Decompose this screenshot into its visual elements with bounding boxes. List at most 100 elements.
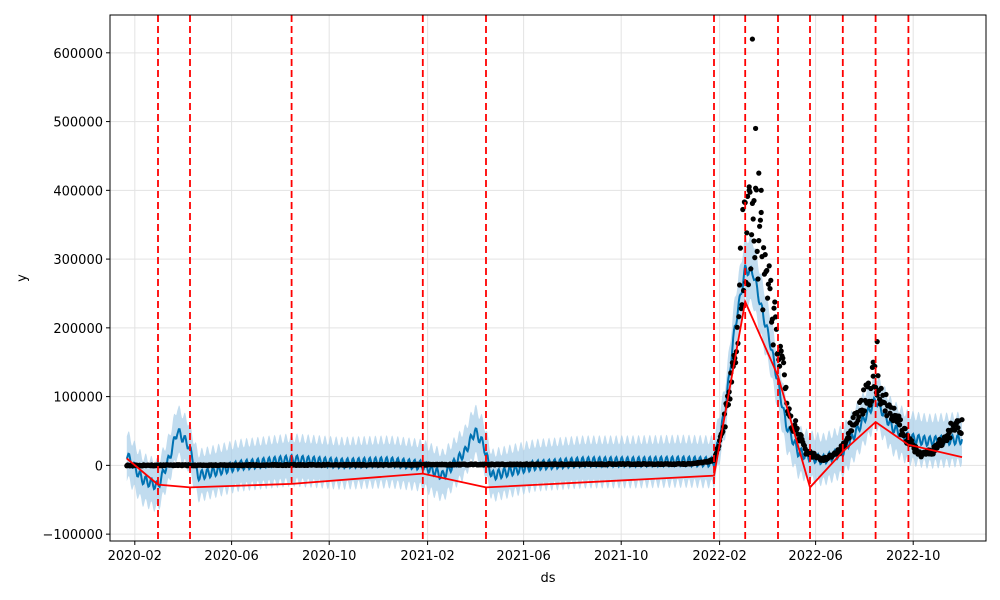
observed-point: [798, 432, 804, 439]
observed-point: [771, 305, 777, 311]
x-tick-label: 2022-06: [788, 549, 842, 564]
observed-point: [768, 277, 774, 283]
observed-point: [767, 286, 773, 292]
observed-point: [734, 324, 740, 330]
observed-point: [750, 216, 756, 222]
observed-point: [870, 373, 876, 379]
observed-point: [748, 266, 754, 272]
observed-point: [959, 417, 965, 423]
y-axis-label: y: [15, 274, 30, 282]
x-tick-label: 2021-10: [594, 549, 648, 564]
observed-points: [124, 36, 965, 469]
y-tick-label: 500000: [53, 116, 103, 131]
observed-point: [947, 435, 953, 441]
observed-point: [781, 360, 787, 366]
observed-point: [770, 342, 776, 348]
x-tick-label: 2022-02: [692, 549, 746, 564]
observed-point: [753, 125, 759, 132]
observed-point: [749, 36, 756, 42]
observed-point: [745, 282, 752, 288]
observed-point: [934, 445, 940, 451]
x-tick-label: 2022-10: [886, 549, 940, 564]
observed-point: [745, 193, 751, 199]
observed-point: [897, 422, 903, 428]
x-tick-label: 2021-02: [400, 549, 454, 564]
observed-point: [739, 302, 745, 308]
observed-point: [757, 217, 764, 223]
observed-point: [746, 184, 752, 190]
observed-point: [757, 223, 763, 229]
observed-point: [869, 398, 875, 404]
observed-point: [867, 402, 873, 408]
observed-point: [760, 307, 766, 313]
observed-point: [751, 198, 757, 204]
observed-point: [765, 281, 772, 287]
observed-point: [736, 314, 742, 320]
observed-point: [749, 232, 755, 238]
observed-point: [861, 408, 868, 414]
observed-point: [756, 170, 762, 176]
observed-point: [753, 187, 760, 193]
observed-point: [846, 435, 852, 441]
uncertainty-band: [126, 232, 963, 512]
y-tick-label: 300000: [53, 253, 103, 268]
observed-point: [765, 295, 771, 301]
observed-point: [870, 359, 876, 365]
observed-point: [902, 426, 908, 432]
observed-point: [777, 343, 784, 349]
observed-point: [850, 414, 856, 421]
observed-point: [883, 391, 889, 398]
y-tick-label: 200000: [53, 322, 103, 337]
y-axis-ticks: −100000 0 100000 200000 300000 400000 500000 60…: [42, 47, 110, 543]
observed-point: [891, 405, 897, 411]
observed-point: [897, 417, 904, 423]
observed-point: [758, 209, 764, 216]
y-tick-label: −100000: [42, 528, 103, 543]
observed-point: [751, 238, 757, 244]
observed-point: [882, 408, 888, 414]
trend-line: [126, 298, 963, 490]
x-tick-label: 2020-06: [204, 549, 258, 564]
observed-point: [758, 187, 764, 193]
observed-point: [761, 245, 767, 251]
y-tick-label: 0: [95, 459, 103, 474]
x-tick-label: 2020-02: [108, 549, 162, 564]
y-tick-label: 600000: [53, 47, 103, 62]
observed-point: [762, 252, 768, 258]
observed-point: [878, 385, 884, 391]
observed-point: [901, 433, 907, 439]
observed-point: [780, 355, 786, 361]
observed-point: [766, 263, 772, 269]
observed-point: [955, 425, 961, 431]
x-axis-label: ds: [540, 571, 555, 586]
observed-point: [740, 206, 746, 213]
observed-point: [744, 230, 750, 236]
y-tick-label: 100000: [53, 391, 103, 406]
observed-point: [737, 282, 743, 288]
observed-point: [772, 299, 778, 305]
observed-point: [875, 373, 881, 379]
observed-point: [783, 384, 789, 390]
observed-point: [873, 384, 879, 390]
observed-point: [958, 430, 964, 436]
observed-point: [794, 425, 800, 431]
observed-point: [752, 255, 758, 261]
observed-point: [781, 372, 788, 378]
x-tick-label: 2020-10: [302, 549, 356, 564]
plot-frame: [109, 14, 987, 542]
observed-point: [881, 400, 888, 406]
observed-point: [849, 428, 855, 434]
observed-point: [861, 387, 867, 393]
observed-point: [722, 424, 728, 430]
observed-point: [756, 238, 762, 244]
observed-point: [865, 380, 872, 386]
x-axis-ticks: 2020-02 2020-06 2020-10 2021-02 2021-06 2021-…: [108, 541, 940, 564]
observed-point: [754, 248, 760, 254]
y-tick-label: 400000: [53, 184, 103, 199]
observed-point: [856, 414, 862, 420]
observed-point: [778, 348, 784, 354]
observed-point: [773, 314, 779, 320]
observed-point: [793, 418, 799, 424]
observed-point: [755, 276, 761, 282]
